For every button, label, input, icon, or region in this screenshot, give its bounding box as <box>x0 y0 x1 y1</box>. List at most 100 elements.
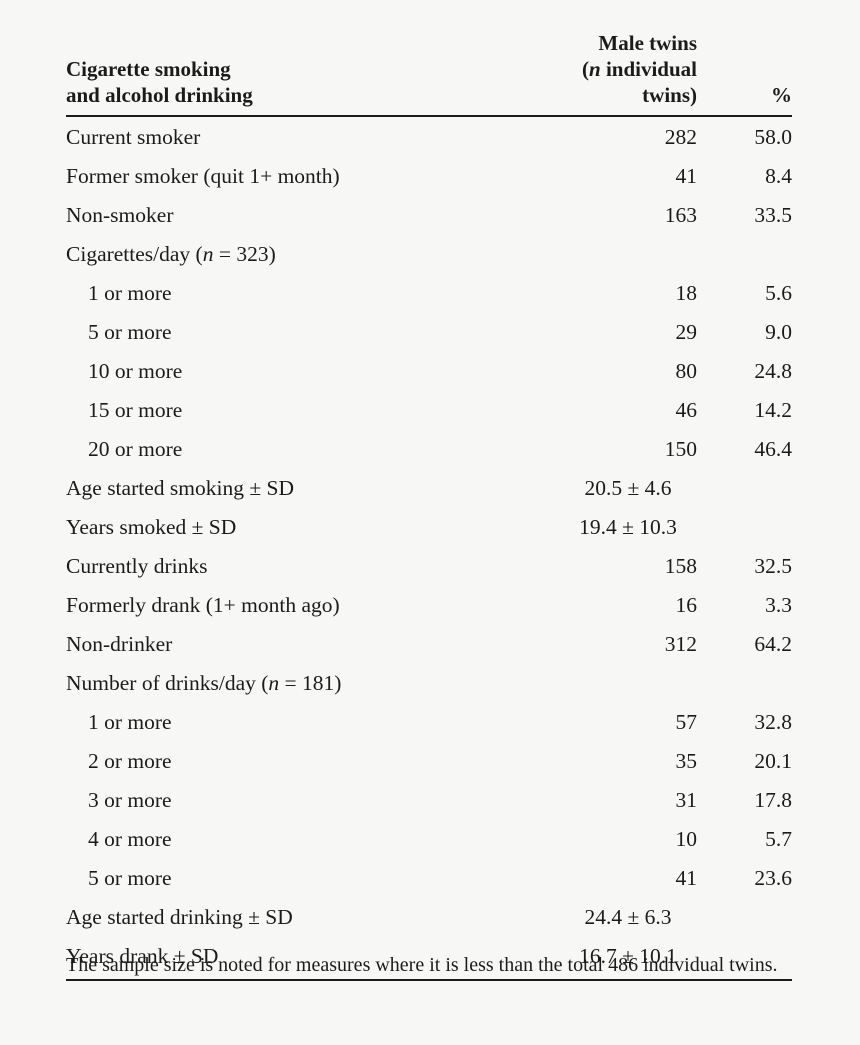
row-value-percent: 58.0 <box>754 124 792 149</box>
statistics-table: Cigarette smoking and alcohol drinking M… <box>66 30 792 981</box>
column-header-percent: % <box>700 30 792 117</box>
table-row: 5 or more 29 9.0 <box>66 312 792 351</box>
row-label-text-tail: = 181) <box>279 670 342 695</box>
table-row: Currently drinks 158 32.5 <box>66 546 792 585</box>
row-value-n: 163 <box>664 202 697 227</box>
column-header-male-twins-line2: (n individual twins) <box>536 56 697 108</box>
row-value-percent: 23.6 <box>754 865 792 890</box>
table-row: Non-smoker 163 33.5 <box>66 195 792 234</box>
row-label: Non-drinker <box>66 631 173 656</box>
row-label: 20 or more <box>88 436 183 461</box>
row-label-text-tail: = 323) <box>213 241 276 266</box>
row-label-text: Cigarettes/day ( <box>66 241 203 266</box>
row-value-n: 31 <box>675 787 698 812</box>
column-header-characteristic-line2: and alcohol drinking <box>66 83 253 107</box>
table-row: 20 or more 150 46.4 <box>66 429 792 468</box>
row-value-percent: 3.3 <box>765 592 792 617</box>
row-value-percent: 32.8 <box>754 709 792 734</box>
table-footnote: The sample size is noted for measures wh… <box>66 954 778 976</box>
row-value-percent: 32.5 <box>754 553 792 578</box>
row-value-n: 80 <box>675 358 698 383</box>
row-value-n: 41 <box>675 163 698 188</box>
row-label: Currently drinks <box>66 553 208 578</box>
row-label-text: Number of drinks/day ( <box>66 670 269 695</box>
row-label: 5 or more <box>88 865 172 890</box>
individual-twins-text: individual twins) <box>600 57 697 107</box>
n-italic: n <box>589 57 601 81</box>
row-label: Current smoker <box>66 124 201 149</box>
row-value-percent: 20.1 <box>754 748 792 773</box>
row-value-mean-sd: 24.4 ± 6.3 <box>584 904 672 929</box>
paren-open: ( <box>582 57 589 81</box>
row-value-n: 10 <box>675 826 698 851</box>
column-header-male-twins: Male twins (n individual twins) <box>536 30 700 117</box>
row-label: Number of drinks/day (n = 181) <box>66 663 536 702</box>
row-label: Former smoker (quit 1+ month) <box>66 163 340 188</box>
column-header-characteristic-line1: Cigarette smoking <box>66 57 231 81</box>
row-value-percent <box>700 234 792 273</box>
table-row: 10 or more 80 24.8 <box>66 351 792 390</box>
row-value-percent <box>700 663 792 702</box>
row-value-n: 46 <box>675 397 698 422</box>
row-value-percent: 24.8 <box>754 358 792 383</box>
table-row: 3 or more 31 17.8 <box>66 780 792 819</box>
row-label: 1 or more <box>88 280 172 305</box>
row-value-mean-sd: 19.4 ± 10.3 <box>579 514 677 539</box>
table-header: Cigarette smoking and alcohol drinking M… <box>66 30 792 117</box>
row-label: 4 or more <box>88 826 172 851</box>
row-label: Age started drinking ± SD <box>66 904 293 929</box>
row-value-percent: 46.4 <box>754 436 792 461</box>
row-label: 5 or more <box>88 319 172 344</box>
column-header-male-twins-line1: Male twins <box>598 31 697 55</box>
row-value-percent: 5.6 <box>765 280 792 305</box>
table-row: 15 or more 46 14.2 <box>66 390 792 429</box>
row-value-n <box>536 663 700 702</box>
row-label: 3 or more <box>88 787 172 812</box>
row-label: Formerly drank (1+ month ago) <box>66 592 340 617</box>
row-value-n: 158 <box>664 553 697 578</box>
row-label: 1 or more <box>88 709 172 734</box>
column-header-characteristic: Cigarette smoking and alcohol drinking <box>66 30 536 117</box>
row-label: Cigarettes/day (n = 323) <box>66 234 536 273</box>
table-row: Cigarettes/day (n = 323) <box>66 234 792 273</box>
n-italic: n <box>202 241 214 266</box>
row-label: Years smoked ± SD <box>66 514 237 539</box>
table-row: 4 or more 10 5.7 <box>66 819 792 858</box>
table-row: 5 or more 41 23.6 <box>66 858 792 897</box>
table-header-row: Cigarette smoking and alcohol drinking M… <box>66 30 792 117</box>
row-value-n: 312 <box>664 631 697 656</box>
table-row: Years smoked ± SD 19.4 ± 10.3 <box>66 507 792 546</box>
row-value-n: 29 <box>675 319 698 344</box>
table-row: Former smoker (quit 1+ month) 41 8.4 <box>66 156 792 195</box>
row-value-percent: 5.7 <box>765 826 792 851</box>
table-row: Age started drinking ± SD 24.4 ± 6.3 <box>66 897 792 936</box>
row-value-percent: 9.0 <box>765 319 792 344</box>
row-value-n: 150 <box>664 436 697 461</box>
row-label: 10 or more <box>88 358 183 383</box>
row-label: Years drank ± SD <box>66 936 536 981</box>
table-row: Formerly drank (1+ month ago) 16 3.3 <box>66 585 792 624</box>
table-row: Number of drinks/day (n = 181) <box>66 663 792 702</box>
row-value-n: 35 <box>675 748 698 773</box>
table-row: 2 or more 35 20.1 <box>66 741 792 780</box>
row-value-percent: 33.5 <box>754 202 792 227</box>
row-value-percent: 17.8 <box>754 787 792 812</box>
table-body: Current smoker 282 58.0 Former smoker (quit… <box>66 116 792 981</box>
row-value-n: 16 <box>675 592 698 617</box>
row-value-mean-sd: 20.5 ± 4.6 <box>584 475 672 500</box>
row-value-n: 41 <box>675 865 698 890</box>
row-value-percent: 8.4 <box>765 163 792 188</box>
row-label: Age started smoking ± SD <box>66 475 294 500</box>
table-row: Years drank ± SD 16.7 ± 10.1 <box>66 936 792 981</box>
row-value-n <box>536 234 700 273</box>
row-value-percent: 14.2 <box>754 397 792 422</box>
row-label: Non-smoker <box>66 202 174 227</box>
n-italic: n <box>268 670 280 695</box>
row-value-n: 18 <box>675 280 698 305</box>
row-value-n: 57 <box>675 709 698 734</box>
row-label: 2 or more <box>88 748 172 773</box>
table-row: 1 or more 18 5.6 <box>66 273 792 312</box>
table-row: Non-drinker 312 64.2 <box>66 624 792 663</box>
row-value-percent: 64.2 <box>754 631 792 656</box>
